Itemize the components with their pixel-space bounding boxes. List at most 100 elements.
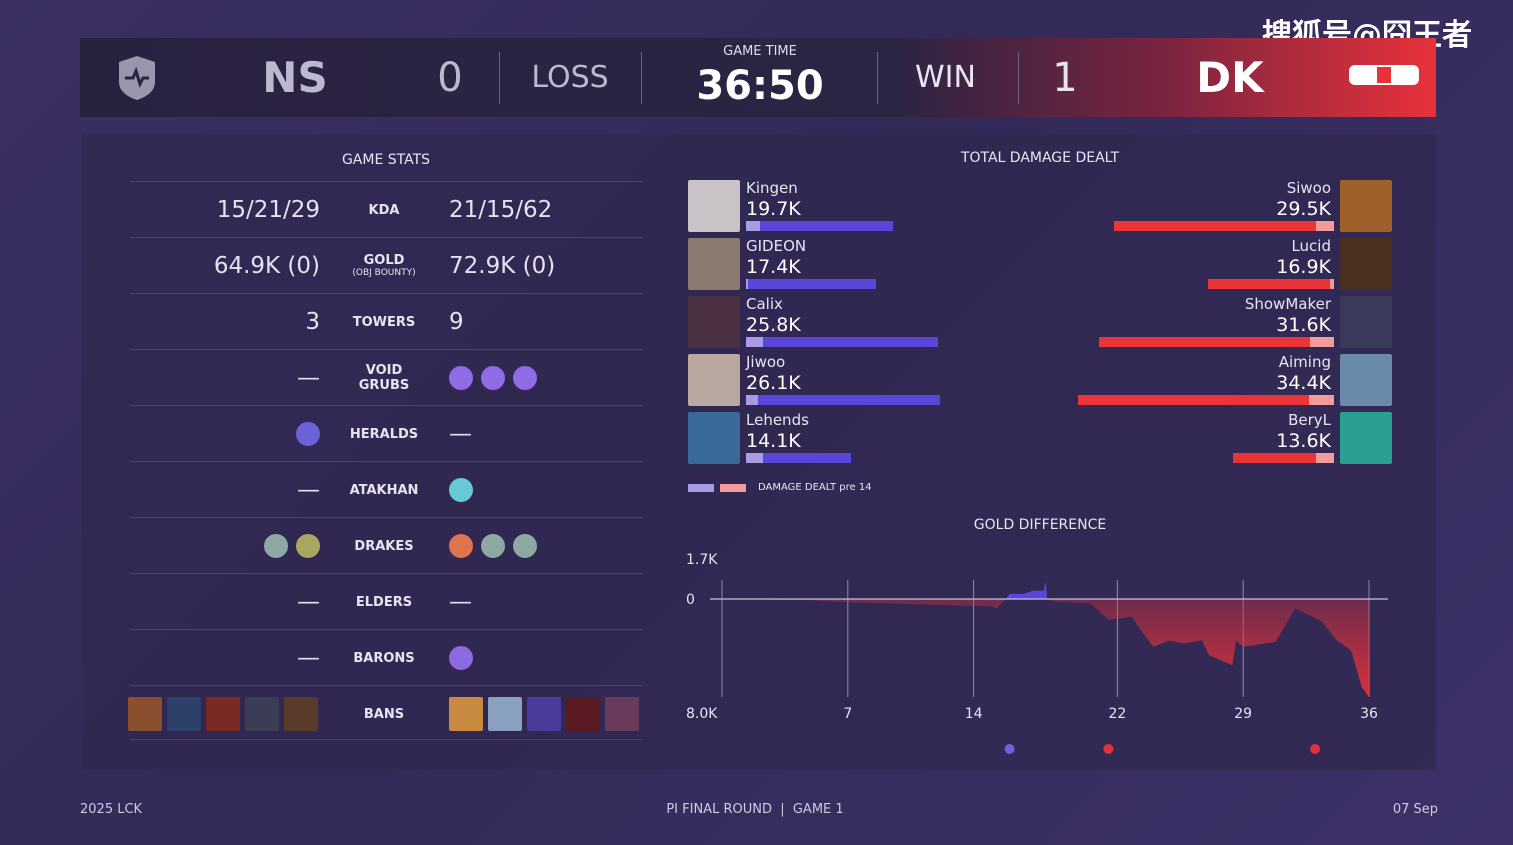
x-tick-label: 22 [1108, 706, 1126, 722]
player-damage: 26.1K [746, 372, 801, 394]
chemtech-drake-icon [296, 534, 320, 558]
gold-area-negative [722, 599, 1369, 697]
left-icons [264, 518, 320, 574]
gold-diff-title: GOLD DIFFERENCE [973, 517, 1107, 533]
stat-label-text: BANS [363, 706, 405, 722]
damage-bar [1208, 279, 1334, 289]
void-grub-icon [449, 366, 473, 390]
herald-icon [296, 422, 320, 446]
ban-champion-icon [128, 697, 162, 731]
player-damage: 16.9K [1276, 256, 1331, 278]
stat-row-towers: 3 TOWERS 9 [130, 293, 642, 349]
stat-label: ATAKHAN [324, 462, 444, 518]
stat-row-atakhan: — ATAKHAN [130, 461, 642, 517]
x-tick-label: 29 [1234, 706, 1252, 722]
game-time-label: GAME TIME [723, 44, 797, 59]
right-value: — [449, 589, 472, 615]
damage-bar [1077, 395, 1334, 405]
x-tick-label: 7 [843, 706, 852, 722]
gold-difference-chart: 1.7K 0 8.0K 7 14 22 29 36 [686, 552, 1388, 754]
damage-bar-pre14 [1330, 279, 1334, 289]
ban-champion-icon [605, 697, 639, 731]
right-value: 21/15/62 [449, 197, 553, 223]
damage-bar [746, 279, 876, 289]
stat-row-gold: 64.9K (0) GOLD (OBJ BOUNTY) 72.9K (0) [130, 237, 642, 293]
baron-icon [449, 646, 473, 670]
damage-bar-pre14 [746, 395, 758, 405]
right-icons [449, 686, 639, 742]
stat-label: VOID GRUBS [324, 350, 444, 406]
player-portrait [1340, 296, 1392, 348]
stat-label-text: VOID GRUBS [358, 363, 410, 393]
stat-label-text: KDA [368, 202, 400, 218]
stat-label-text: HERALDS [349, 426, 419, 442]
right-value: 72.9K (0) [449, 253, 556, 279]
damage-bar [746, 453, 852, 463]
player-damage: 17.4K [746, 256, 801, 278]
void-grub-icon [481, 366, 505, 390]
player-damage: 31.6K [1276, 314, 1331, 336]
right-value: 9 [449, 309, 464, 335]
right-icons [449, 350, 537, 406]
right-icons [449, 518, 537, 574]
event-atakhan-icon [1103, 744, 1114, 754]
player-name: Kingen [746, 179, 798, 197]
y-top-label: 1.7K [686, 552, 718, 568]
stat-sublabel: (OBJ BOUNTY) [352, 268, 416, 278]
player-name: Lehends [746, 411, 809, 429]
damage-bar-pre14 [746, 279, 748, 289]
legend-label: DAMAGE DEALT pre 14 [758, 482, 872, 493]
stat-label: BARONS [324, 630, 444, 686]
right-team-result: WIN [915, 60, 976, 95]
damage-bar [746, 221, 893, 231]
player-portrait [1340, 180, 1392, 232]
damage-bar [1114, 221, 1334, 231]
player-portrait [688, 238, 740, 290]
y-bottom-label: 8.0K [686, 706, 718, 722]
stat-label: DRAKES [324, 518, 444, 574]
damage-bar [746, 395, 941, 405]
ban-champion-icon [284, 697, 318, 731]
player-name: Aiming [1278, 353, 1331, 371]
cloud-drake-icon [513, 534, 537, 558]
game-time: 36:50 [696, 63, 824, 109]
damage-bar-pre14 [1310, 337, 1334, 347]
stat-row-bans: BANS [128, 685, 642, 742]
stat-label: HERALDS [324, 406, 444, 462]
player-name: BeryL [1288, 411, 1331, 429]
scoreboard-header: NS 0 LOSS GAME TIME 36:50 WIN 1 DK [80, 38, 1436, 117]
player-portrait [1340, 354, 1392, 406]
player-name: ShowMaker [1244, 295, 1331, 313]
player-portrait [688, 296, 740, 348]
stat-label: KDA [324, 182, 444, 238]
left-team-score: 0 [437, 54, 463, 101]
player-name: Lucid [1291, 237, 1331, 255]
stat-label: BANS [324, 686, 444, 742]
stat-label-text: DRAKES [354, 538, 414, 554]
stat-label-text: GOLD [363, 253, 405, 268]
stat-label: ELDERS [324, 574, 444, 630]
infernal-drake-icon [449, 534, 473, 558]
stats-panel [82, 134, 1436, 770]
ban-champion-icon [245, 697, 279, 731]
stat-row-elders: — ELDERS — [130, 573, 642, 629]
left-value: — [297, 365, 320, 391]
footer-league: 2025 LCK [80, 802, 143, 817]
player-damage: 29.5K [1276, 198, 1331, 220]
player-damage: 34.4K [1276, 372, 1331, 394]
player-portrait [688, 412, 740, 464]
ns-logo-icon [116, 38, 158, 117]
x-tick-label: 14 [965, 706, 983, 722]
stat-label-text: ATAKHAN [349, 482, 419, 498]
cloud-drake-icon [481, 534, 505, 558]
ban-champion-icon [449, 697, 483, 731]
right-team-score: 1 [1052, 54, 1078, 101]
stat-row-kda: 15/21/29 KDA 21/15/62 [130, 181, 642, 237]
damage-bar-pre14 [1316, 453, 1334, 463]
stat-label-text: TOWERS [352, 314, 416, 330]
left-icons [128, 686, 318, 742]
left-team-result: LOSS [531, 60, 609, 95]
player-name: Siwoo [1286, 179, 1331, 197]
damage-bar [1232, 453, 1334, 463]
left-value: 15/21/29 [216, 197, 320, 223]
